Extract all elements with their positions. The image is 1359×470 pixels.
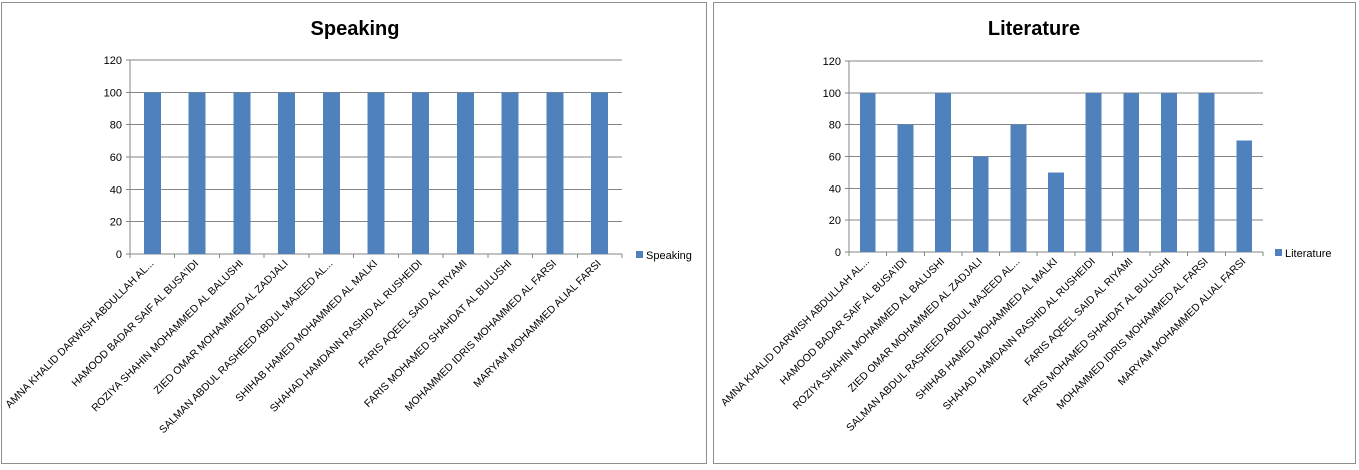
speaking-chart-svg: Speaking 0 20 40 60 80 100 120 AMNA KHALID DARWI… [3, 18, 692, 436]
literature-y-tick-label-100: 100 [823, 88, 841, 100]
speaking-y-tick-label-40: 40 [110, 184, 122, 196]
speaking-category-label-0: AMNA KHALID DARWISH ABDULLAH AL... [3, 258, 156, 411]
literature-category-label-4: SALMAN ABDUL RASHEED ABDUL MAJEED AL... [844, 256, 1022, 434]
literature-bar-8 [1161, 92, 1177, 252]
literature-y-tick-label-20: 20 [829, 215, 841, 227]
speaking-category-label-2: ROZIYA SHAHIN MOHAMMED AL BALUSHI [89, 258, 246, 415]
literature-y-tick-label-40: 40 [829, 183, 841, 195]
literature-y-tick-label-120: 120 [823, 56, 841, 68]
speaking-y-tick-label-80: 80 [110, 120, 122, 132]
literature-y-tick-label-0: 0 [835, 247, 841, 259]
speaking-y-tick-label-0: 0 [116, 249, 122, 261]
literature-category-label-5: SHIHAB HAMED MOHAMMED AL MALKI [913, 256, 1060, 403]
speaking-chart-title: Speaking [311, 18, 400, 40]
speaking-bar-1 [188, 92, 206, 254]
speaking-bar-6 [412, 92, 430, 254]
literature-bar-5 [1048, 172, 1064, 252]
literature-bar-3 [972, 156, 989, 252]
speaking-y-tick-label-120: 120 [104, 55, 122, 67]
speaking-bar-4 [322, 92, 340, 254]
literature-y-tick-label-80: 80 [829, 120, 841, 132]
speaking-y-tick-label-20: 20 [110, 217, 122, 229]
literature-bar-2 [935, 92, 951, 252]
speaking-category-label-6: SHAHAD HAMDANN RASHID AL RUSHEIDI [268, 258, 425, 415]
literature-legend-label: Literature [1285, 248, 1331, 260]
literature-bar-1 [897, 124, 914, 252]
speaking-y-tick-label-60: 60 [110, 152, 122, 164]
literature-y-tick-label-60: 60 [829, 152, 841, 164]
literature-bar-6 [1085, 92, 1102, 252]
literature-bar-9 [1198, 92, 1215, 252]
speaking-bar-7 [456, 92, 474, 254]
literature-category-label-3: ZIED OMAR MOHAMMED AL ZADJALI [846, 256, 985, 395]
speaking-chart: Speaking 0 20 40 60 80 100 120 AMNA KHALID DARWI… [1, 2, 707, 464]
speaking-bar-0 [143, 92, 161, 254]
speaking-bar-5 [367, 92, 385, 254]
speaking-bar-8 [501, 92, 519, 254]
speaking-legend-label: Speaking [646, 250, 692, 262]
speaking-category-label-9: MOHAMMED IDRIS MOHAMMED AL FARSI [403, 258, 559, 414]
literature-bar-7 [1123, 92, 1140, 252]
literature-bar-0 [859, 92, 876, 252]
speaking-bar-3 [278, 92, 296, 254]
literature-legend-swatch [1275, 249, 1282, 256]
speaking-bar-9 [546, 92, 564, 254]
speaking-bar-2 [233, 92, 251, 254]
speaking-bar-10 [591, 92, 609, 254]
literature-chart: Literature 0 20 40 60 80 100 120 AMNA KHALID DAR… [713, 2, 1356, 464]
speaking-category-label-4: SALMAN ABDUL RASHEED ABDUL MAJEED AL... [157, 258, 335, 436]
speaking-y-tick-label-100: 100 [104, 87, 122, 99]
literature-bar-4 [1010, 124, 1027, 252]
literature-chart-title: Literature [988, 18, 1080, 40]
speaking-legend-swatch [636, 251, 643, 258]
literature-bar-10 [1236, 140, 1253, 252]
